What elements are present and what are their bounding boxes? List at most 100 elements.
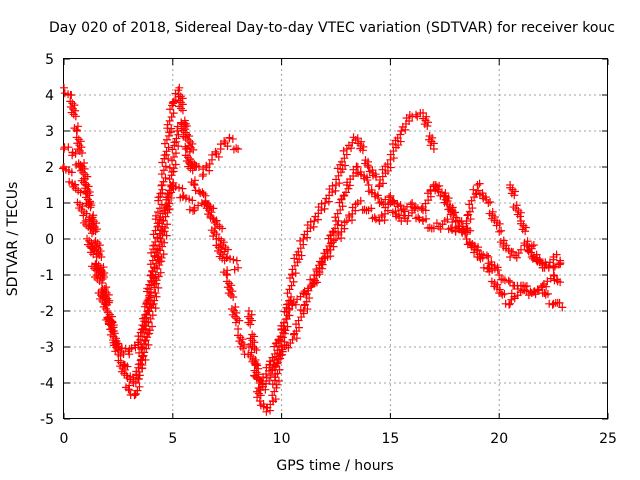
data-point	[500, 289, 509, 298]
data-point	[536, 258, 545, 267]
data-point	[171, 160, 180, 169]
data-point	[152, 292, 161, 301]
data-point	[266, 371, 275, 380]
data-point	[470, 248, 479, 257]
data-point	[250, 372, 259, 381]
data-point	[288, 335, 297, 344]
data-point	[277, 343, 286, 351]
data-point	[492, 221, 501, 230]
data-point	[289, 277, 298, 286]
y-tick-label: 2	[45, 160, 54, 176]
data-point	[220, 247, 229, 256]
data-point	[171, 149, 180, 158]
data-point	[321, 253, 330, 261]
data-point	[98, 285, 107, 294]
data-point	[422, 214, 431, 223]
data-point	[475, 179, 484, 188]
data-point	[159, 250, 168, 259]
data-point	[162, 135, 171, 144]
data-point	[163, 220, 172, 229]
data-point	[410, 204, 419, 213]
data-point	[527, 248, 536, 257]
data-point	[443, 215, 452, 224]
y-tick-label: -1	[40, 268, 54, 284]
data-point	[67, 168, 76, 177]
data-point	[167, 124, 176, 133]
data-point	[162, 147, 171, 156]
data-point	[130, 391, 139, 400]
data-point	[84, 182, 93, 191]
data-point	[431, 181, 440, 189]
data-point	[75, 147, 84, 156]
data-point	[71, 149, 80, 158]
data-point	[170, 138, 179, 147]
data-point	[321, 199, 330, 207]
y-axis-label: SDTVAR / TECUs	[5, 182, 21, 297]
data-point	[149, 274, 158, 283]
data-point	[131, 390, 140, 399]
data-point	[174, 142, 183, 151]
data-point	[135, 382, 144, 391]
data-point	[232, 256, 241, 265]
data-point	[73, 145, 82, 154]
data-point	[486, 198, 495, 207]
data-point	[167, 168, 176, 177]
data-point	[103, 300, 112, 309]
x-tick-label: 5	[168, 431, 177, 447]
data-point	[95, 241, 104, 250]
data-point	[225, 133, 234, 142]
data-point	[448, 218, 457, 227]
series-track-g	[429, 181, 567, 312]
data-point	[495, 271, 504, 279]
data-point	[375, 199, 384, 207]
data-point	[506, 299, 515, 308]
data-point	[160, 139, 169, 148]
data-point	[541, 290, 550, 299]
data-point	[155, 240, 164, 249]
data-point	[100, 273, 109, 282]
data-point	[87, 238, 96, 247]
data-point	[167, 112, 176, 121]
data-point	[218, 224, 227, 233]
data-point	[540, 289, 549, 297]
data-point	[397, 206, 406, 215]
data-point	[244, 343, 253, 351]
data-point	[463, 228, 472, 237]
data-point	[310, 217, 319, 225]
data-point	[168, 156, 177, 165]
data-point	[270, 387, 279, 396]
data-point	[141, 355, 150, 364]
data-point	[90, 246, 99, 255]
data-point	[157, 217, 166, 225]
data-point	[262, 407, 271, 416]
data-point	[165, 116, 174, 125]
data-point	[85, 187, 94, 196]
data-point	[506, 253, 515, 261]
data-point	[556, 260, 565, 269]
data-point	[148, 311, 157, 320]
data-point	[533, 285, 542, 294]
data-point	[229, 292, 238, 301]
data-point	[230, 306, 239, 315]
data-point	[157, 200, 166, 209]
data-point	[188, 166, 197, 175]
data-point	[157, 170, 166, 179]
data-point	[233, 314, 242, 323]
data-point	[97, 278, 106, 287]
data-point	[558, 303, 567, 312]
data-point	[147, 289, 156, 297]
series-track-h	[506, 181, 565, 272]
data-point	[70, 181, 79, 189]
data-point	[476, 254, 485, 263]
y-tick-label: -2	[40, 304, 54, 320]
data-point	[188, 139, 197, 148]
data-point	[383, 160, 392, 169]
data-point	[484, 199, 493, 207]
data-point	[408, 199, 417, 207]
data-point	[156, 268, 165, 277]
data-point	[177, 104, 186, 113]
data-point	[157, 237, 166, 246]
data-point	[227, 281, 236, 290]
